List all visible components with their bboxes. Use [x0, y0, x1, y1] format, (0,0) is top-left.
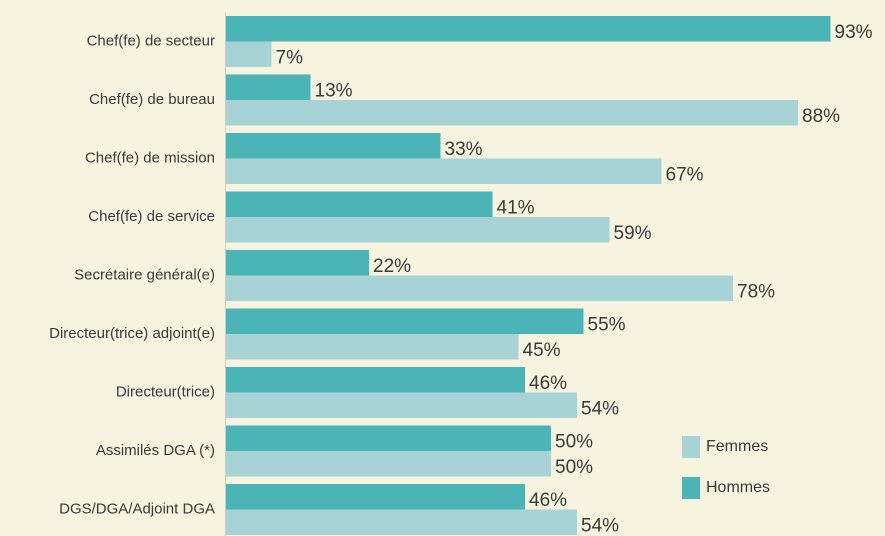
category-label: Secrétaire général(e) — [74, 266, 215, 283]
bar — [226, 275, 733, 301]
category-label: Chef(fe) de mission — [85, 149, 215, 166]
bar — [226, 100, 798, 126]
value-label: 7% — [276, 47, 304, 68]
bar — [226, 158, 662, 184]
bar — [226, 392, 577, 418]
bar — [226, 16, 831, 42]
value-label: 13% — [315, 80, 353, 101]
bar — [226, 451, 551, 477]
category-label: Directeur(trice) — [116, 383, 215, 400]
bar — [226, 133, 441, 159]
value-label: 55% — [588, 314, 626, 335]
bar — [226, 250, 369, 276]
value-label: 33% — [445, 139, 483, 160]
bar — [226, 308, 584, 334]
value-label: 50% — [555, 457, 593, 478]
value-label: 93% — [835, 22, 873, 43]
bar — [226, 509, 577, 535]
value-label: 78% — [737, 281, 775, 302]
category-label: Chef(fe) de secteur — [87, 32, 215, 49]
legend-label: Hommes — [706, 479, 770, 496]
bar — [226, 74, 311, 100]
value-label: 54% — [581, 398, 619, 419]
value-label: 59% — [614, 223, 652, 244]
legend-label: Femmes — [706, 438, 768, 455]
value-label: 22% — [373, 256, 411, 277]
bar — [226, 367, 525, 393]
value-label: 46% — [529, 490, 567, 511]
bar — [226, 217, 610, 243]
bar — [226, 191, 493, 217]
bar — [226, 334, 519, 360]
value-label: 41% — [497, 197, 535, 218]
bar — [226, 41, 272, 67]
legend-swatch — [682, 436, 700, 458]
category-label: Chef(fe) de service — [88, 208, 215, 225]
category-label: Chef(fe) de bureau — [89, 91, 215, 108]
value-label: 50% — [555, 431, 593, 452]
value-label: 67% — [666, 164, 704, 185]
category-label: Assimilés DGA (*) — [96, 442, 215, 459]
bar — [226, 484, 525, 510]
value-label: 54% — [581, 515, 619, 536]
category-label: Directeur(trice) adjoint(e) — [49, 325, 215, 342]
category-label: DGS/DGA/Adjoint DGA — [59, 500, 215, 517]
value-label: 45% — [523, 340, 561, 361]
value-label: 46% — [529, 373, 567, 394]
bar — [226, 425, 551, 451]
legend-swatch — [682, 477, 700, 499]
value-label: 88% — [802, 106, 840, 127]
